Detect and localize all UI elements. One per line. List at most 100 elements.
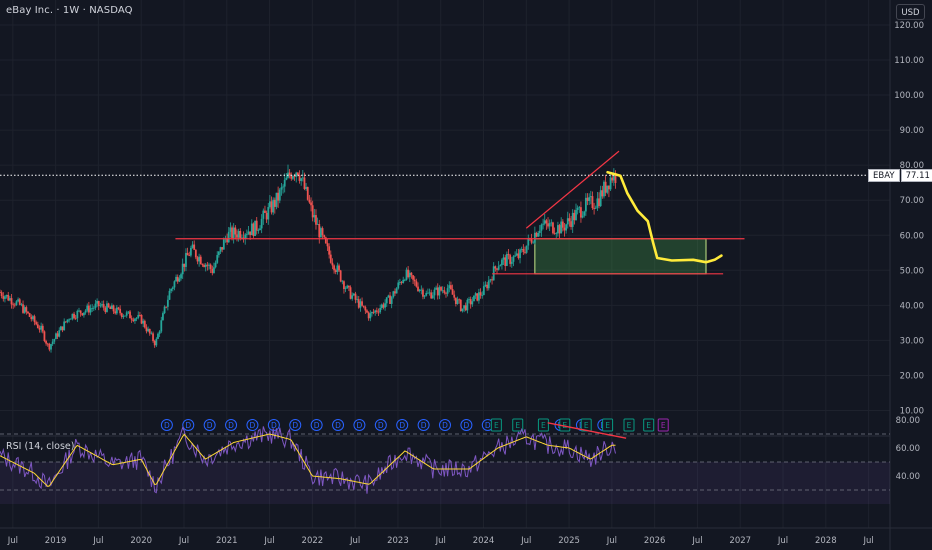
candle-body	[25, 307, 28, 312]
candle-body	[303, 177, 306, 189]
candle-body	[148, 328, 151, 334]
candle-body	[512, 256, 515, 262]
candle-body	[609, 177, 612, 190]
candle-body	[180, 274, 182, 279]
earnings-label: E	[515, 421, 520, 430]
earnings-box	[512, 418, 524, 432]
earnings-label: E	[562, 421, 567, 430]
candle-body	[236, 234, 238, 238]
candle-body	[614, 173, 617, 183]
earnings-box	[602, 418, 614, 432]
candle-body	[450, 285, 452, 290]
candle-body	[94, 303, 97, 308]
candle-body	[392, 291, 395, 298]
candle-body	[290, 175, 293, 179]
dividend-label: D	[314, 421, 320, 430]
candle-body	[413, 279, 416, 282]
candle-body	[4, 296, 6, 299]
candle-body	[527, 238, 530, 246]
dividend-circle	[332, 419, 345, 431]
candle-body	[66, 319, 69, 322]
candle-body	[0, 292, 3, 297]
candle-body	[555, 233, 558, 235]
price-tick-label: 80.00	[900, 161, 924, 171]
candle-body	[288, 172, 291, 176]
candle-body	[466, 299, 469, 311]
rsi-tick-label: 80.00	[896, 416, 920, 426]
dividend-label: D	[185, 421, 191, 430]
candle-body	[166, 299, 169, 307]
candle-body	[41, 325, 44, 332]
chart-grid	[0, 0, 890, 528]
candle-body	[68, 319, 71, 321]
candle-body	[20, 304, 23, 306]
candle-body	[265, 212, 268, 220]
candle-body	[397, 282, 400, 289]
event-markers-group[interactable]: DDDDDDDDDDDDDDDDDDDEEEEEEEEE	[160, 418, 669, 432]
candle-body	[542, 223, 544, 225]
candle-body	[254, 220, 256, 237]
candle-body	[194, 249, 197, 258]
candle-body	[91, 308, 94, 309]
rsi-legend-label[interactable]: RSI (14, close)	[6, 441, 75, 452]
horizontal-lines-group[interactable]	[0, 174, 868, 275]
candle-body	[481, 294, 484, 296]
dividend-circle	[374, 419, 387, 431]
candle-body	[22, 304, 24, 313]
time-axis[interactable]: Jul 2019 Jul 2020 Jul 2021 Jul 2022 Jul 2023 Jul 20…	[7, 536, 874, 546]
candle-body	[471, 301, 474, 305]
candle-body	[171, 287, 174, 289]
dividend-marker: D	[225, 419, 238, 431]
dividend-label: D	[357, 421, 363, 430]
annotation-overlays[interactable]	[525, 150, 723, 264]
candle-body	[252, 223, 255, 237]
time-tick-label: 2022	[302, 536, 324, 546]
candle-body	[482, 286, 485, 295]
dividend-label: D	[378, 421, 384, 430]
earnings-marker: E	[512, 418, 524, 432]
rsi-axis[interactable]: 80.00 60.00 40.00	[896, 416, 920, 482]
candle-body	[410, 272, 413, 276]
target-zone-group[interactable]	[534, 238, 707, 275]
candle-body	[346, 285, 349, 289]
candle-body	[603, 181, 605, 197]
candle-body	[366, 310, 368, 313]
candle-body	[114, 311, 117, 314]
candle-body	[601, 190, 604, 197]
time-tick-label: 2023	[387, 536, 409, 546]
candle-body	[132, 319, 135, 322]
candle-body	[277, 192, 280, 201]
candle-body	[426, 292, 429, 294]
price-tag-symbol: EBAY	[868, 169, 900, 182]
dividend-marker: D	[203, 419, 216, 431]
candle-body	[217, 251, 220, 256]
symbol-title[interactable]: eBay Inc. · 1W · NASDAQ	[6, 5, 133, 16]
candle-body	[328, 246, 331, 255]
candle-body	[338, 265, 340, 271]
candle-body	[552, 222, 554, 234]
candle-body	[170, 288, 173, 291]
candle-body	[221, 247, 224, 250]
candle-body	[216, 255, 219, 263]
candle-body	[418, 289, 421, 291]
candle-body	[122, 315, 125, 317]
candle-body	[379, 307, 382, 313]
candle-body	[558, 225, 561, 234]
candle-body	[394, 291, 396, 294]
price-tag-value: 77.11	[900, 169, 932, 182]
candle-body	[257, 230, 260, 231]
candle-body	[390, 297, 393, 304]
candle-body	[117, 307, 120, 309]
candle-body	[272, 199, 275, 213]
candle-body	[157, 333, 159, 339]
candle-body	[497, 266, 500, 270]
candle-body	[101, 304, 103, 306]
candle-body	[496, 268, 498, 270]
currency-button[interactable]: USD	[896, 4, 925, 20]
dividend-label: D	[207, 421, 213, 430]
candle-body	[369, 313, 372, 319]
price-axis[interactable]: 120.00 110.00 100.00 90.00 80.00 70.00 60.00 50…	[894, 21, 924, 417]
candle-body	[364, 306, 367, 311]
candle-body	[196, 257, 199, 262]
